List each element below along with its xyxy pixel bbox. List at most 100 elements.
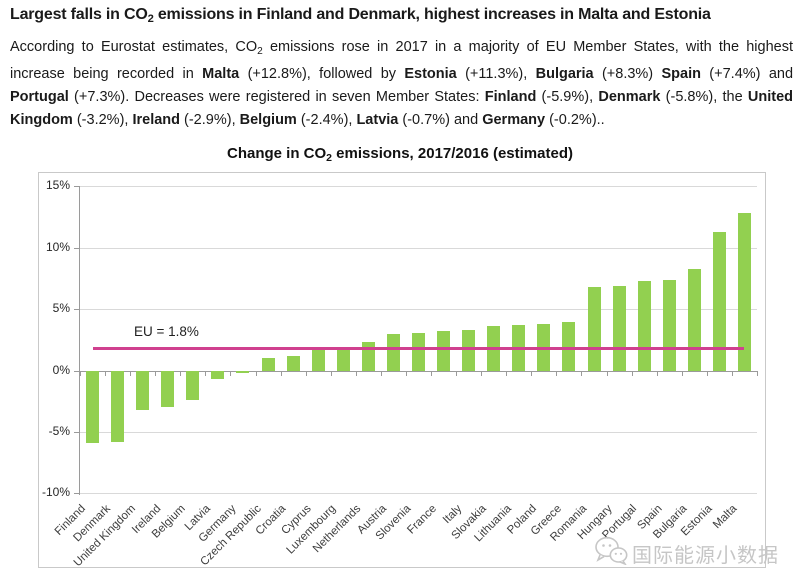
gridline [80,432,757,434]
gridline [80,186,757,187]
text-segment: (-2.4%), [296,112,357,128]
eu-reference-label: EU = 1.8% [134,324,199,339]
text-segment: Latvia [356,112,399,128]
x-axis-tick [130,370,132,376]
x-axis-tick [681,370,683,376]
eu-reference-line [92,347,745,351]
bar [286,356,300,371]
watermark-label: 国际能源小数据 [632,542,779,567]
bar [386,333,400,371]
x-axis-tick [155,370,157,376]
text-segment: According to Eurostat estimates, CO [10,39,258,55]
text-segment: Change in CO [227,145,327,162]
chart-frame: 15% 10% 5% 0% -5% -10% Finland Denmark United Ki… [38,172,766,569]
bar [311,349,325,371]
x-axis-tick [556,370,558,376]
text-segment: (-2.9%), [180,112,240,128]
text-segment: (-5.9%), [536,89,599,105]
text-segment: 2 [147,13,154,25]
text-segment: (+12.8%), followed by [239,66,405,82]
plot-area: 15% 10% 5% 0% -5% -10% Finland Denmark United Ki… [42,178,758,569]
x-axis-tick [706,370,708,376]
x-axis-tick [531,370,533,376]
summary-paragraph: According to Eurostat estimates, CO2 emi… [10,36,793,132]
y-axis-tick [74,186,80,187]
text-segment: Germany [482,112,546,128]
bar [662,279,676,371]
x-axis-tick [631,370,633,376]
x-axis-tick [757,370,758,376]
x-axis-tick [280,370,282,376]
text-segment: Ireland [132,112,180,128]
y-axis-tick-label: -10% [41,485,70,499]
bar [211,370,225,380]
text-segment: Spain [661,66,701,82]
x-axis-label-text: Malta [711,502,740,532]
gridline [80,370,757,372]
text-segment: Belgium [239,112,297,128]
y-axis-tick [74,493,80,494]
text-segment: Bulgaria [535,66,594,82]
bar [712,231,726,371]
y-axis-tick [74,247,80,249]
bar [637,280,651,371]
y-axis-line [79,186,80,495]
bar [161,370,175,407]
x-axis-tick [581,370,583,376]
y-axis-tick-label: -5% [48,424,70,439]
text-segment: (+7.3%). Decreases were registered in se… [68,89,485,105]
text-segment: United Kingdom [10,89,794,128]
text-segment: (-0.7%) and [398,112,483,128]
y-axis-tick-label: 15% [45,178,70,192]
text-segment: (+8.3%) [593,66,662,82]
x-axis-tick [205,370,207,376]
text-segment: (+7.4%) and [700,66,794,82]
x-axis-tick [80,370,81,376]
bar [687,268,701,371]
x-axis-tick [405,370,407,376]
bar [236,370,250,374]
x-axis-tick [606,370,608,376]
text-segment: (-0.2%).. [545,112,605,128]
text-segment: Estonia [404,66,457,82]
y-axis-tick [74,309,80,311]
y-axis-tick [74,432,80,434]
bar [186,370,200,401]
chart-title: Change in CO2 emissions, 2017/2016 (esti… [0,145,800,164]
text-segment: emissions in Finland and Denmark, highes… [153,6,711,23]
y-axis-tick-label: 5% [52,301,70,316]
bar [562,321,576,371]
text-segment: Finland [484,89,537,105]
text-segment: Largest falls in CO [10,6,148,23]
text-segment: (-5.8%), the [660,89,748,105]
x-axis-tick [456,370,458,376]
bar [412,332,425,371]
x-axis-tick [731,370,733,376]
bar [86,370,100,444]
x-axis-tick [656,370,658,376]
bar [136,370,150,411]
y-axis-tick-label: 10% [45,239,70,254]
x-axis-tick [506,370,508,376]
x-axis-tick [180,370,182,376]
text-segment: (-3.2%), [72,112,133,128]
text-segment: emissions rose in 2017 in a majority of … [10,39,793,82]
x-axis-tick [355,370,357,376]
gridline [80,309,757,311]
x-axis-tick [230,370,232,376]
text-segment: 2 [326,152,333,164]
text-segment: emissions, 2017/2016 (estimated) [332,145,573,162]
bar [336,349,350,371]
x-axis-tick [481,370,483,376]
text-segment: Malta [202,66,240,82]
y-axis-tick-label: 0% [52,362,70,377]
x-axis-tick [380,370,382,376]
text-segment: Portugal [10,89,69,105]
page-title: Largest falls in CO2 emissions in Finlan… [10,6,792,25]
bar [261,358,275,371]
text-segment: 2 [257,46,263,57]
x-axis-tick [305,370,307,376]
x-axis-tick [330,370,332,376]
bar [111,370,125,443]
bar [737,213,751,371]
